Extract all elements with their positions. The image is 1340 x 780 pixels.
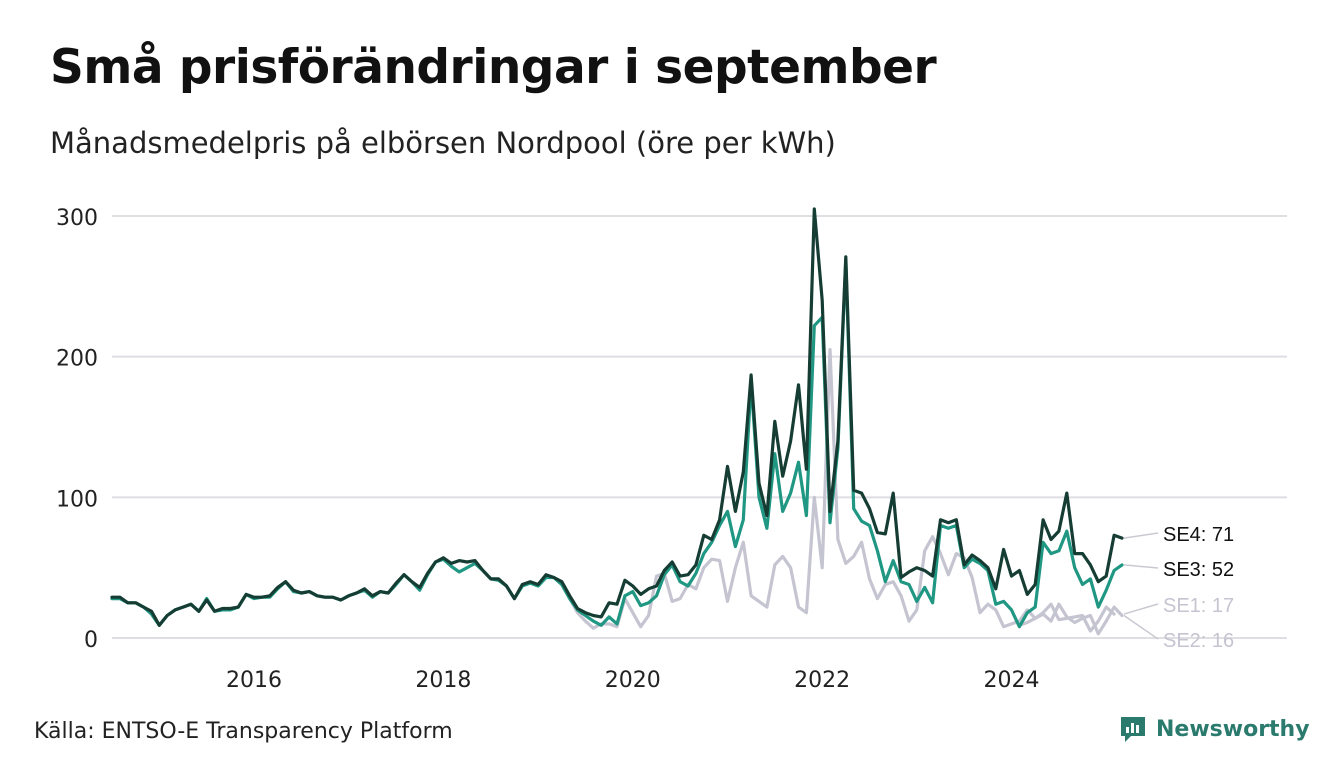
x-tick-label-2016: 2016 bbox=[226, 668, 282, 693]
series-line-se4 bbox=[110, 207, 1124, 627]
leader-line-se4 bbox=[1123, 532, 1159, 539]
brand-name: Newsworthy bbox=[1156, 716, 1310, 742]
end-label-se2: SE2: 16 bbox=[1163, 630, 1234, 652]
leader-line-se3 bbox=[1123, 564, 1159, 569]
chart-subtitle: Månadsmedelpris på elbörsen Nordpool (ör… bbox=[50, 126, 836, 160]
end-label-se4: SE4: 71 bbox=[1163, 524, 1234, 546]
newsworthy-icon bbox=[1121, 717, 1145, 742]
leader-line-se2 bbox=[1123, 614, 1159, 640]
newsworthy-logo: Newsworthy bbox=[1118, 714, 1310, 744]
x-tick-label-2022: 2022 bbox=[794, 668, 850, 693]
y-tick-label-200: 200 bbox=[56, 347, 98, 372]
end-label-se3: SE3: 52 bbox=[1163, 559, 1234, 581]
x-tick-label-2024: 2024 bbox=[984, 668, 1040, 693]
end-label-se1: SE1: 17 bbox=[1163, 595, 1234, 617]
y-tick-label-100: 100 bbox=[56, 487, 98, 512]
y-tick-label-0: 0 bbox=[84, 628, 98, 653]
x-tick-label-2018: 2018 bbox=[415, 668, 471, 693]
series-line-se1 bbox=[560, 348, 1116, 633]
source-note: Källa: ENTSO-E Transparency Platform bbox=[34, 719, 453, 744]
x-tick-label-2020: 2020 bbox=[605, 668, 661, 693]
leader-line-se1 bbox=[1123, 603, 1159, 615]
y-tick-label-300: 300 bbox=[56, 206, 98, 231]
chart-title: Små prisförändringar i september bbox=[50, 40, 937, 95]
